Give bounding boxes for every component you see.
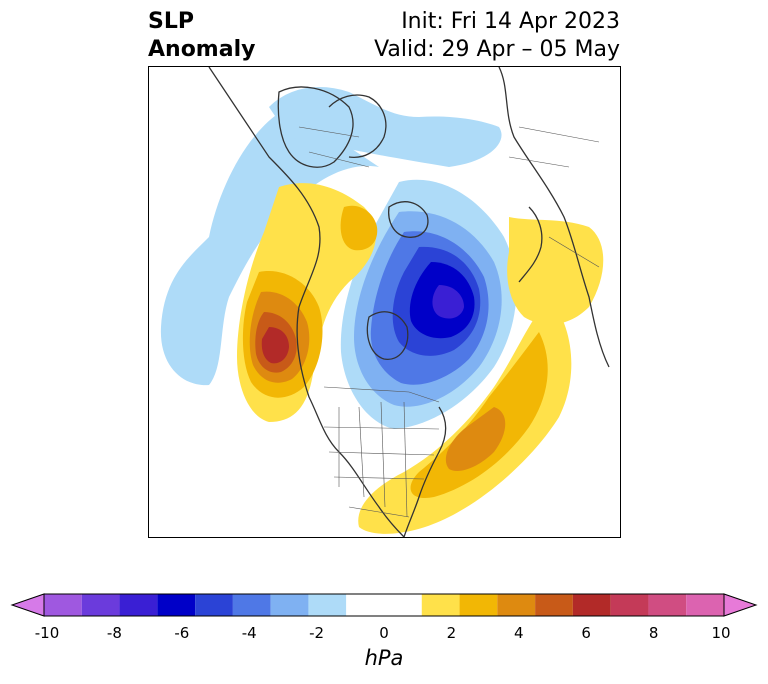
colorbar-tick-label: 6	[581, 624, 591, 642]
colorbar-tick-label: 0	[379, 624, 389, 642]
coastline-arctic-islands	[388, 201, 429, 238]
colorbar-over-arrow	[723, 593, 758, 617]
init-date: Init: Fri 14 Apr 2023	[401, 9, 620, 34]
coastline-asia-east	[518, 206, 543, 283]
anomaly-pos-atlantic-2	[410, 332, 548, 498]
colorbar-tick-label: -2	[309, 624, 325, 642]
colorbar-tick-label: 4	[514, 624, 524, 642]
anomaly-neg-6	[432, 285, 464, 319]
colorbar-bin	[308, 594, 347, 616]
anomaly-neg-light-west	[160, 107, 379, 386]
colorbar-bin	[157, 594, 196, 616]
colorbar-tick-label: -4	[241, 624, 257, 642]
colorbar-tick-label: -8	[106, 624, 122, 642]
colorbar-bin	[459, 594, 498, 616]
colorbar-bin	[572, 594, 611, 616]
coastline-eurasia	[498, 67, 610, 368]
map-dates: Init: Fri 14 Apr 2023 Valid: 29 Apr – 05…	[374, 8, 620, 64]
colorbar-tick-label: 8	[648, 624, 659, 642]
colorbar-bin	[44, 594, 82, 616]
colorbar-under-arrow	[10, 593, 45, 617]
border-us-canada	[323, 386, 440, 403]
colorbar-bin	[610, 594, 649, 616]
coastline-greenland	[277, 86, 354, 168]
colorbar-bin	[81, 594, 120, 616]
colorbar-bin	[535, 594, 573, 616]
colorbar-tick-label: 2	[446, 624, 457, 642]
border-us-states-6	[328, 451, 435, 456]
colorbar-bin	[686, 594, 724, 616]
border-us-states-7	[333, 476, 425, 480]
border-us-states-5	[323, 426, 440, 430]
valid-range: Valid: 29 Apr – 05 May	[374, 37, 620, 62]
colorbar-bin	[119, 594, 158, 616]
colorbar-bin	[195, 594, 233, 616]
anomaly-pos-west-5	[261, 327, 289, 364]
anomaly-pos-atlantic	[358, 297, 572, 534]
coastline-europe	[328, 94, 387, 158]
title-line-2: Anomaly	[148, 37, 256, 62]
border-russia-2	[518, 126, 600, 143]
colorbar-bin	[232, 594, 271, 616]
anomaly-pos-north	[340, 205, 378, 251]
coastline-hudson	[366, 311, 409, 360]
coastline-us-east	[403, 406, 447, 537]
colorbar	[10, 593, 758, 617]
slp-anomaly-map	[148, 66, 621, 538]
border-asia-1	[548, 236, 600, 268]
colorbar-bin	[648, 594, 687, 616]
border-us-states-2	[358, 406, 365, 498]
colorbar-bin	[497, 594, 536, 616]
anomaly-pos-east	[507, 217, 604, 325]
colorbar-bin	[421, 594, 460, 616]
coastline-north-america	[208, 67, 405, 537]
colorbar-unit: hPa	[364, 646, 404, 670]
colorbar-tick-label: 10	[711, 624, 731, 642]
colorbar-bin	[346, 594, 422, 616]
border-europe-2	[308, 151, 370, 168]
border-us-mexico	[348, 506, 410, 518]
border-us-states-3	[380, 401, 386, 508]
colorbar-bin	[270, 594, 309, 616]
map-title: SLP Anomaly	[148, 8, 255, 64]
colorbar-ticks: -10 -8 -6 -4 -2 0 2 4 6 8 10	[0, 624, 768, 644]
title-line-1: SLP	[148, 9, 194, 34]
colorbar-outline	[43, 593, 725, 617]
border-russia-1	[508, 156, 570, 168]
anomaly-pos-atlantic-3	[445, 407, 506, 472]
colorbar-tick-label: -10	[34, 624, 60, 642]
border-europe-1	[298, 126, 360, 138]
border-us-states-4	[403, 401, 408, 518]
colorbar-tick-label: -6	[174, 624, 190, 642]
